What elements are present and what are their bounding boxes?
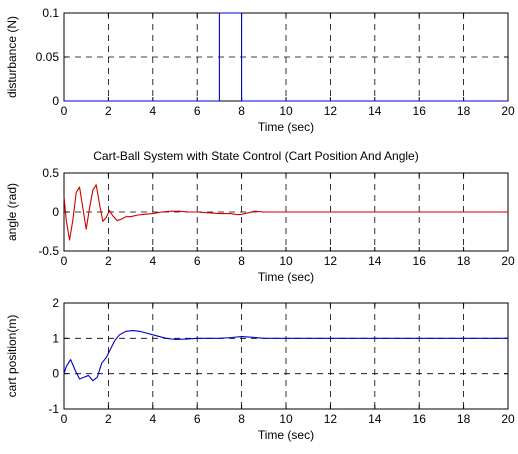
y-axis-label: cart position(m) <box>5 315 19 398</box>
y-tick-label: 0.05 <box>36 50 60 64</box>
x-axis-label: Time (sec) <box>258 120 314 134</box>
x-tick-label: 10 <box>279 104 293 118</box>
x-tick-label: 8 <box>238 254 245 268</box>
series-line-1 <box>64 12 508 102</box>
x-tick-label: 6 <box>194 104 201 118</box>
x-tick-label: 0 <box>61 254 68 268</box>
y-axis-label: angle (rad) <box>5 183 19 241</box>
x-tick-label: 0 <box>61 412 68 426</box>
x-tick-label: 2 <box>105 412 112 426</box>
y-tick-label: 0.1 <box>42 6 59 20</box>
x-tick-label: 8 <box>238 104 245 118</box>
x-tick-label: 16 <box>413 412 427 426</box>
x-tick-label: 2 <box>105 254 112 268</box>
x-tick-label: 16 <box>413 254 427 268</box>
x-tick-label: 14 <box>368 254 382 268</box>
x-tick-label: 12 <box>324 254 338 268</box>
x-tick-label: 18 <box>457 412 471 426</box>
x-axis-label: Time (sec) <box>258 270 314 284</box>
x-tick-label: 12 <box>324 412 338 426</box>
x-tick-label: 0 <box>61 104 68 118</box>
x-tick-label: 4 <box>149 254 156 268</box>
y-tick-label: -0.5 <box>38 244 59 258</box>
y-tick-label: 0.5 <box>42 166 59 180</box>
x-tick-label: 4 <box>149 412 156 426</box>
x-tick-label: 4 <box>149 104 156 118</box>
y-tick-label: 0 <box>52 94 59 108</box>
series-line-1 <box>63 330 508 382</box>
y-tick-label: 0 <box>52 367 59 381</box>
y-tick-label: 2 <box>52 296 59 310</box>
x-tick-label: 14 <box>368 104 382 118</box>
chart-title: Cart-Ball System with State Control (Car… <box>93 149 418 163</box>
x-tick-label: 18 <box>457 254 471 268</box>
x-tick-label: 6 <box>194 254 201 268</box>
y-tick-label: -1 <box>48 402 59 416</box>
y-tick-label: 0 <box>52 205 59 219</box>
x-tick-label: 10 <box>279 412 293 426</box>
x-tick-label: 18 <box>457 104 471 118</box>
x-axis-label: Time (sec) <box>258 428 314 442</box>
x-tick-label: 20 <box>501 254 515 268</box>
y-tick-label: 1 <box>52 331 59 345</box>
x-tick-label: 10 <box>279 254 293 268</box>
x-tick-label: 6 <box>194 412 201 426</box>
x-tick-label: 20 <box>501 412 515 426</box>
x-tick-label: 12 <box>324 104 338 118</box>
x-tick-label: 20 <box>501 104 515 118</box>
y-axis-label: disturbance (N) <box>5 16 19 98</box>
series-line-1 <box>63 184 508 241</box>
x-tick-label: 8 <box>238 412 245 426</box>
x-tick-label: 16 <box>413 104 427 118</box>
x-tick-label: 2 <box>105 104 112 118</box>
chart-panel-1: 0 2 4 6 8 10 12 14 16 18 20 0 0.05 0.1 Time (sec) distu… <box>5 6 515 134</box>
x-tick-label: 14 <box>368 412 382 426</box>
